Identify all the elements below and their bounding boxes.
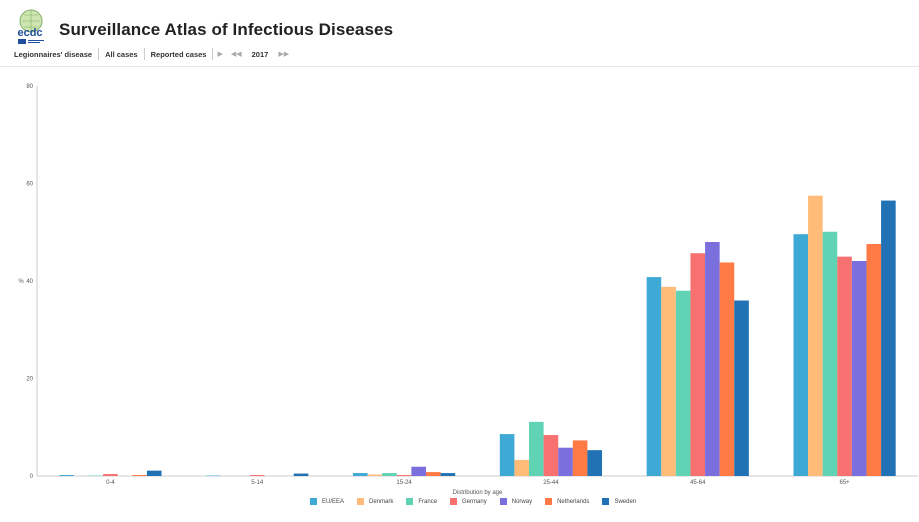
x-tick-label: 0-4 [106, 480, 115, 486]
legend-item[interactable]: Denmark [357, 498, 393, 505]
bar-0-4-sweden [146, 470, 162, 476]
legend-swatch [450, 498, 458, 505]
bar-45-64-sweden [734, 300, 749, 476]
bar-45-64-eueea [646, 277, 662, 476]
legend-label: Netherlands [557, 498, 590, 505]
legend-label: Germany [462, 498, 487, 505]
bar-5-14-germany [249, 475, 265, 476]
age-distribution-bar-chart: 0 20 40 60 80% 0-4 5-14 15-24 25-44 45-64 65+ Distr… [18, 84, 918, 496]
legend-item[interactable]: EU/EEA [310, 498, 344, 505]
legend-item[interactable]: France [406, 498, 437, 505]
legend-swatch [310, 498, 317, 505]
page-title: Surveillance Atlas of Infectious Disease… [59, 20, 394, 39]
play-icon[interactable]: ▶ [217, 51, 223, 58]
legend-label: EU/EEA [322, 498, 345, 505]
bar-5-14-sweden [293, 473, 309, 476]
y-tick-label: 80 [26, 84, 33, 90]
x-tick-label: 45-64 [690, 480, 706, 486]
x-tick-label: 65+ [839, 480, 850, 486]
header-divider [0, 66, 919, 67]
legend-swatch [357, 498, 365, 505]
toolbar-divider [212, 48, 214, 60]
x-tick-label: 15-24 [396, 480, 412, 486]
bar-25-44-denmark [514, 459, 530, 476]
y-axis-label: % [18, 279, 24, 285]
legend-swatch [406, 498, 414, 505]
chart-legend: EU/EEA Denmark France Germany Norway Netherla… [310, 498, 649, 505]
bar-25-44-germany [543, 435, 559, 476]
bar-15-24-netherlands [425, 472, 441, 476]
bar-45-64-france [675, 290, 691, 476]
bar-15-24-denmark [367, 474, 383, 476]
legend-label: Sweden [614, 498, 637, 505]
y-tick-label: 40 [26, 279, 33, 285]
legend-item[interactable]: Netherlands [545, 498, 589, 505]
bar-45-64-denmark [661, 286, 676, 476]
legend-swatch [602, 498, 610, 505]
bar-25-44-france [529, 421, 544, 476]
legend-swatch [545, 498, 553, 505]
bar-15-24-norway [411, 466, 426, 476]
year-selector[interactable]: 2017 [251, 49, 269, 59]
legend-label: France [418, 498, 438, 505]
legend-label: Norway [511, 498, 533, 505]
bar-65+-denmark [808, 195, 823, 476]
ecdc-logo-icon: ecdc [17, 9, 44, 44]
legend-item[interactable]: Sweden [602, 498, 636, 505]
bar-15-24-eueea [352, 473, 368, 476]
legend-item[interactable]: Germany [450, 498, 487, 505]
bar-15-24-sweden [440, 473, 456, 476]
bar-65+-germany [837, 256, 852, 476]
bar-25-44-norway [558, 447, 573, 476]
bar-65+-norway [851, 261, 867, 476]
bar-45-64-norway [705, 242, 720, 476]
x-tick-label: 25-44 [543, 480, 559, 486]
bar-45-64-germany [690, 253, 706, 476]
bar-0-4-eueea [59, 475, 74, 476]
header: ecdc Surveillance Atlas of Infectious Di… [0, 0, 919, 68]
legend-swatch [499, 498, 507, 505]
y-tick-label: 0 [30, 474, 34, 480]
bar-65+-sweden [881, 200, 896, 476]
toolbar-divider [98, 48, 100, 60]
toolbar-divider [143, 48, 145, 60]
x-axis-label: Distribution by age [453, 490, 503, 496]
bar-0-4-germany [103, 474, 118, 476]
disease-selector[interactable]: Legionnaires' disease [14, 49, 93, 59]
y-tick-label: 20 [26, 377, 33, 383]
bar-15-24-germany [396, 475, 412, 476]
bar-45-64-netherlands [719, 262, 735, 476]
bar-25-44-sweden [587, 450, 603, 476]
bar-0-4-netherlands [132, 475, 147, 476]
fast-forward-icon[interactable]: ▶▶ [278, 51, 290, 58]
rewind-icon[interactable]: ◀◀ [230, 51, 242, 58]
bar-15-24-france [382, 473, 397, 476]
bar-65+-netherlands [866, 243, 882, 476]
bar-65+-eueea [793, 234, 809, 476]
bar-65+-france [822, 231, 838, 476]
bar-25-44-netherlands [572, 440, 588, 476]
toolbar: Legionnaires' disease All cases Reported… [8, 46, 293, 62]
y-tick-label: 60 [26, 182, 33, 188]
cases-selector[interactable]: All cases [105, 49, 138, 59]
x-tick-label: 5-14 [251, 480, 264, 486]
legend-label: Denmark [369, 498, 394, 505]
measure-selector[interactable]: Reported cases [150, 49, 207, 59]
svg-text:ecdc: ecdc [17, 27, 42, 39]
legend-item[interactable]: Norway [499, 498, 533, 505]
bar-25-44-eueea [499, 434, 515, 476]
